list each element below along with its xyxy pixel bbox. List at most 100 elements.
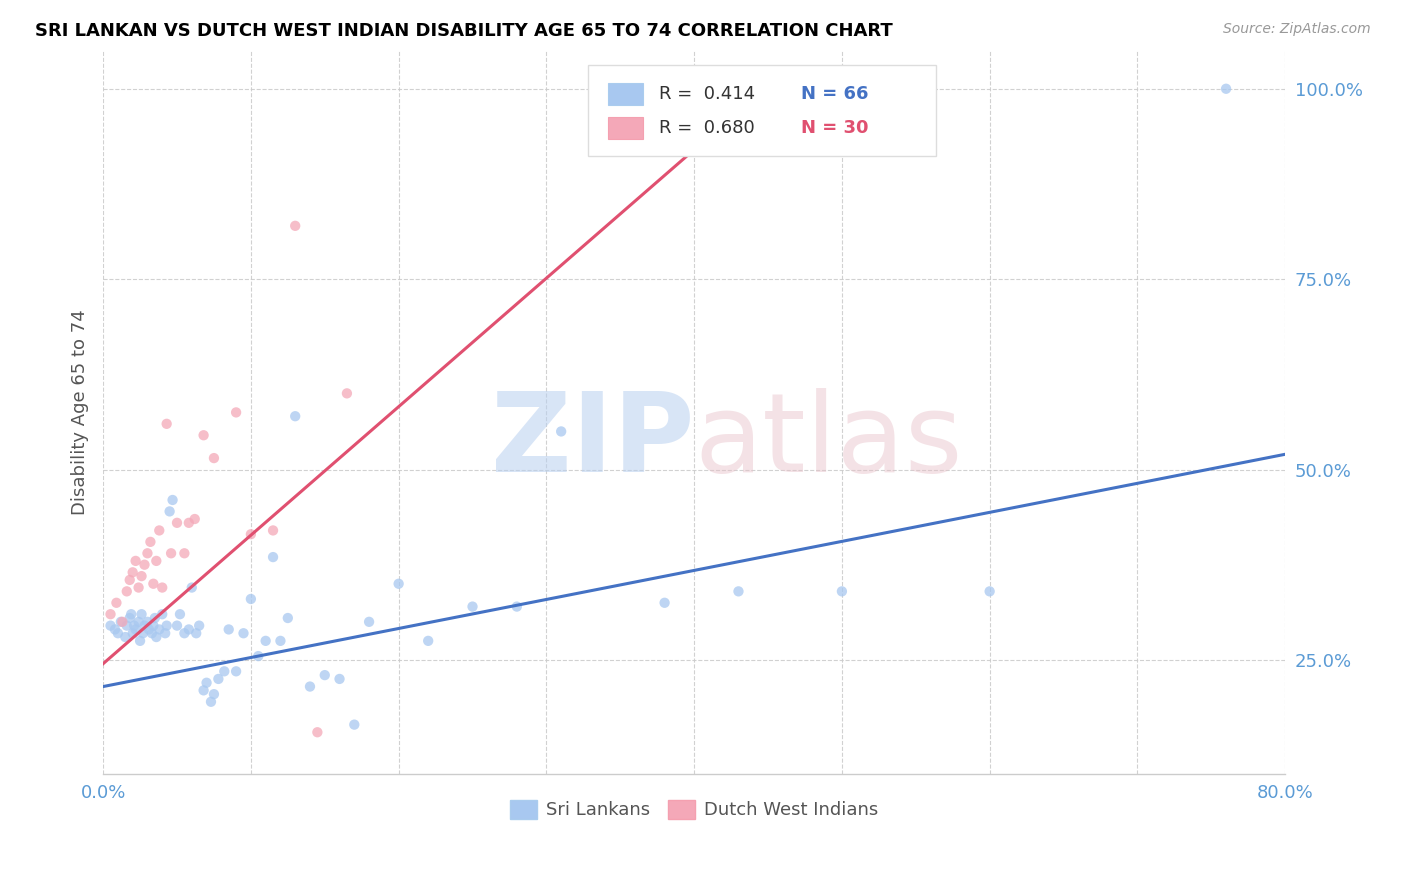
Point	[184, 512, 207, 526]
Point	[105, 596, 128, 610]
Point	[118, 611, 141, 625]
Point	[118, 573, 141, 587]
Point	[156, 417, 179, 431]
Point	[131, 607, 153, 622]
Point	[150, 607, 173, 622]
Point	[145, 554, 167, 568]
Point	[461, 599, 484, 614]
Point	[193, 428, 215, 442]
FancyBboxPatch shape	[588, 65, 936, 155]
Point	[141, 626, 163, 640]
Point	[550, 425, 572, 439]
Point	[142, 618, 165, 632]
Text: R =  0.414: R = 0.414	[658, 85, 755, 103]
Text: SRI LANKAN VS DUTCH WEST INDIAN DISABILITY AGE 65 TO 74 CORRELATION CHART: SRI LANKAN VS DUTCH WEST INDIAN DISABILI…	[35, 22, 893, 40]
Text: Source: ZipAtlas.com: Source: ZipAtlas.com	[1223, 22, 1371, 37]
Text: atlas: atlas	[695, 388, 963, 495]
Point	[239, 591, 262, 606]
Point	[162, 493, 184, 508]
Point	[254, 633, 277, 648]
Point	[284, 219, 307, 233]
FancyBboxPatch shape	[607, 83, 644, 105]
Point	[142, 576, 165, 591]
Point	[136, 615, 159, 629]
Point	[143, 611, 166, 625]
Point	[148, 623, 170, 637]
Point	[193, 683, 215, 698]
Point	[418, 633, 440, 648]
Point	[166, 516, 188, 530]
Point	[284, 409, 307, 424]
Point	[506, 599, 529, 614]
Point	[298, 680, 321, 694]
Point	[979, 584, 1001, 599]
FancyBboxPatch shape	[607, 117, 644, 139]
Point	[114, 630, 136, 644]
Point	[336, 386, 359, 401]
Point	[159, 504, 181, 518]
Point	[314, 668, 336, 682]
Point	[269, 633, 291, 648]
Point	[150, 581, 173, 595]
Point	[202, 451, 225, 466]
Point	[110, 615, 132, 629]
Point	[120, 607, 142, 622]
Point	[277, 611, 299, 625]
Point	[359, 615, 381, 629]
Point	[207, 672, 229, 686]
Point	[214, 665, 236, 679]
Point	[202, 687, 225, 701]
Point	[132, 626, 155, 640]
Point	[328, 672, 350, 686]
Point	[195, 675, 218, 690]
Point	[1215, 82, 1237, 96]
Point	[727, 584, 749, 599]
Text: ZIP: ZIP	[491, 388, 695, 495]
Point	[122, 618, 145, 632]
Point	[239, 527, 262, 541]
Point	[166, 618, 188, 632]
Text: N = 66: N = 66	[800, 85, 868, 103]
Point	[131, 569, 153, 583]
Point	[107, 626, 129, 640]
Point	[173, 546, 195, 560]
Point	[262, 550, 284, 565]
Point	[139, 534, 162, 549]
Point	[124, 623, 146, 637]
Point	[121, 626, 143, 640]
Point	[262, 524, 284, 538]
Point	[218, 623, 240, 637]
Point	[225, 665, 247, 679]
Point	[124, 554, 146, 568]
Point	[169, 607, 191, 622]
Point	[307, 725, 329, 739]
Point	[188, 618, 211, 632]
Point	[388, 576, 411, 591]
Point	[247, 649, 270, 664]
Point	[180, 581, 202, 595]
Point	[134, 558, 156, 572]
Legend: Sri Lankans, Dutch West Indians: Sri Lankans, Dutch West Indians	[502, 793, 886, 827]
Point	[115, 584, 138, 599]
Point	[186, 626, 208, 640]
Point	[136, 546, 159, 560]
Point	[100, 618, 122, 632]
Point	[128, 615, 150, 629]
Point	[232, 626, 254, 640]
Point	[177, 623, 200, 637]
Point	[153, 626, 176, 640]
Point	[145, 630, 167, 644]
Point	[177, 516, 200, 530]
Point	[156, 618, 179, 632]
Point	[138, 623, 160, 637]
Point	[173, 626, 195, 640]
Point	[111, 615, 134, 629]
Point	[104, 623, 127, 637]
Point	[654, 596, 676, 610]
Point	[831, 584, 853, 599]
Point	[100, 607, 122, 622]
Point	[200, 695, 222, 709]
Point	[129, 633, 152, 648]
Point	[115, 618, 138, 632]
Point	[134, 618, 156, 632]
